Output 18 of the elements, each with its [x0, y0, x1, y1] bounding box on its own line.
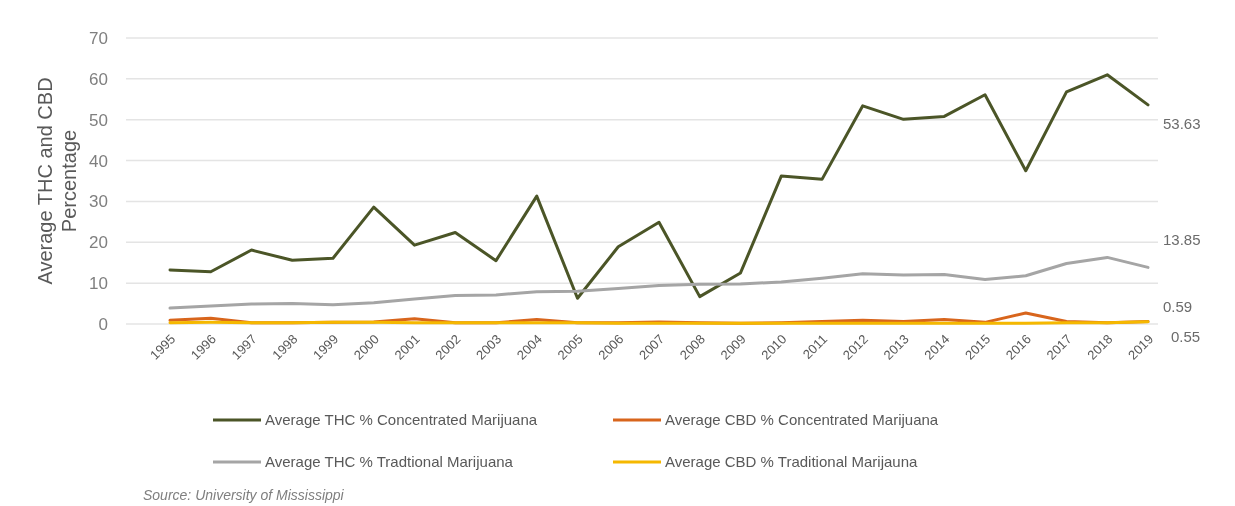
legend-label: Average THC % Tradtional Marijuana — [265, 453, 514, 470]
y-tick-label: 30 — [89, 192, 108, 212]
y-tick-label: 40 — [89, 151, 108, 171]
y-tick-label: 10 — [89, 274, 108, 294]
legend-label: Average CBD % Concentrated Marijuana — [665, 411, 939, 428]
y-tick-label: 20 — [89, 233, 108, 253]
y-tick-label: 70 — [89, 29, 108, 48]
y-tick-label: 60 — [89, 69, 108, 89]
y-tick-label: 0 — [98, 315, 108, 334]
legend-label: Average CBD % Traditional Marijauna — [665, 453, 919, 470]
data-label: 13.85 — [1163, 231, 1201, 249]
data-label: 0.59 — [1163, 297, 1193, 315]
data-label: 0.55 — [1171, 327, 1201, 345]
y-axis-title: Average THC and CBD Percentage — [34, 77, 80, 285]
data-label: 53.63 — [1163, 114, 1201, 132]
source-note: Source: University of Mississippi — [143, 487, 345, 503]
y-tick-label: 50 — [89, 110, 108, 130]
legend-label: Average THC % Concentrated Marijuana — [265, 411, 538, 428]
